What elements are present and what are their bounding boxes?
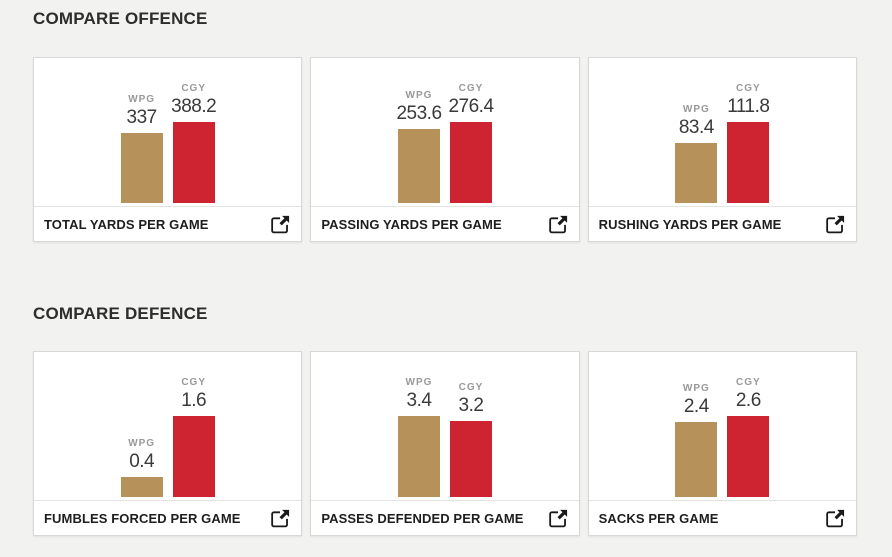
wpg-bar-column: WPG 253.6 <box>396 90 442 203</box>
share-icon <box>271 509 290 527</box>
card-footer: TOTAL YARDS PER GAME <box>34 206 302 241</box>
wpg-team-label: WPG <box>405 90 433 101</box>
cgy-team-label: CGY <box>735 377 761 388</box>
cgy-bar-column: CGY 2.6 <box>727 377 770 497</box>
card-footer: FUMBLES FORCED PER GAME <box>34 500 302 535</box>
bar-chart: WPG 83.4 CGY 111.8 <box>589 58 856 206</box>
wpg-bar <box>397 129 440 203</box>
cgy-value: 3.2 <box>458 395 484 416</box>
cgy-team-label: CGY <box>181 377 206 388</box>
share-icon <box>548 215 567 233</box>
wpg-bar-column: WPG 0.4 <box>120 438 163 497</box>
stat-label: PASSES DEFENDED PER GAME <box>321 510 524 526</box>
compare-stats-panel: COMPARE OFFENCE WPG 337 CGY 388.2 <box>0 9 892 536</box>
share-button[interactable] <box>548 215 568 234</box>
wpg-bar <box>675 422 718 497</box>
share-icon <box>826 509 845 527</box>
cgy-value: 1.6 <box>181 390 207 411</box>
wpg-team-label: WPG <box>682 104 710 115</box>
section-offence: COMPARE OFFENCE WPG 337 CGY 388.2 <box>33 9 857 242</box>
wpg-bar <box>397 416 440 497</box>
bar-chart: WPG 0.4 CGY 1.6 <box>34 352 301 500</box>
cgy-team-label: CGY <box>458 83 484 94</box>
cgy-bar <box>727 416 770 497</box>
stat-label: RUSHING YARDS PER GAME <box>598 216 782 232</box>
cgy-team-label: CGY <box>181 83 206 94</box>
wpg-bar-column: WPG 2.4 <box>675 383 718 497</box>
share-icon <box>548 509 567 527</box>
bar-chart: WPG 253.6 CGY 276.4 <box>311 58 578 206</box>
wpg-team-label: WPG <box>405 377 433 388</box>
wpg-bar <box>120 477 163 497</box>
wpg-bar <box>120 133 163 203</box>
wpg-bar-column: WPG 337 <box>120 94 163 203</box>
wpg-value: 83.4 <box>678 117 714 138</box>
share-button[interactable] <box>825 215 845 234</box>
bar-chart: WPG 2.4 CGY 2.6 <box>589 352 856 500</box>
wpg-bar-column: WPG 3.4 <box>397 377 440 497</box>
stat-card-fumbles-forced: WPG 0.4 CGY 1.6 FUMBLES FORCED PER GAME <box>33 351 303 536</box>
cgy-bar-column: CGY 1.6 <box>172 377 215 497</box>
wpg-team-label: WPG <box>128 438 156 449</box>
wpg-bar <box>675 143 718 203</box>
card-footer: SACKS PER GAME <box>588 500 856 535</box>
section-defence: COMPARE DEFENCE WPG 0.4 CGY 1.6 <box>33 304 857 536</box>
cgy-bar <box>449 122 492 203</box>
cgy-team-label: CGY <box>735 83 761 94</box>
cgy-bar <box>727 122 770 203</box>
stat-card-passing-yards: WPG 253.6 CGY 276.4 PASSING YARDS PER GA… <box>310 57 580 242</box>
share-button[interactable] <box>548 509 568 528</box>
stat-card-total-yards: WPG 337 CGY 388.2 TOTAL YARDS PER GAME <box>33 57 303 242</box>
card-footer: RUSHING YARDS PER GAME <box>588 206 856 241</box>
cgy-value: 388.2 <box>171 96 217 117</box>
stat-card-passes-defended: WPG 3.4 CGY 3.2 PASSES DEFENDED PER GAME <box>310 351 580 536</box>
stat-card-sacks: WPG 2.4 CGY 2.6 SACKS PER GAME <box>587 351 857 536</box>
section-title-offence: COMPARE OFFENCE <box>33 9 208 28</box>
stat-label: PASSING YARDS PER GAME <box>321 216 502 232</box>
share-button[interactable] <box>270 215 290 234</box>
cgy-bar-column: CGY 276.4 <box>448 83 494 203</box>
stat-card-rushing-yards: WPG 83.4 CGY 111.8 RUSHING YARDS PER GAM… <box>587 57 857 242</box>
defence-card-grid: WPG 0.4 CGY 1.6 FUMBLES FORCED PER GAME <box>33 351 857 536</box>
cgy-bar <box>172 416 215 497</box>
bar-chart: WPG 3.4 CGY 3.2 <box>311 352 578 500</box>
wpg-team-label: WPG <box>682 383 710 394</box>
card-footer: PASSING YARDS PER GAME <box>311 206 579 241</box>
cgy-value: 111.8 <box>727 96 770 117</box>
wpg-value: 3.4 <box>406 390 432 411</box>
cgy-value: 2.6 <box>735 390 761 411</box>
wpg-value: 253.6 <box>396 103 442 124</box>
share-icon <box>826 215 845 233</box>
share-icon <box>271 215 290 233</box>
offence-card-grid: WPG 337 CGY 388.2 TOTAL YARDS PER GAME <box>33 57 857 242</box>
cgy-bar-column: CGY 111.8 <box>727 83 770 203</box>
share-button[interactable] <box>270 509 290 528</box>
wpg-value: 337 <box>126 107 158 128</box>
cgy-bar-column: CGY 388.2 <box>171 83 217 203</box>
cgy-bar <box>172 122 215 203</box>
share-button[interactable] <box>825 509 845 528</box>
stat-label: SACKS PER GAME <box>598 510 719 526</box>
cgy-bar <box>449 421 492 497</box>
wpg-value: 2.4 <box>683 396 709 417</box>
section-title-defence: COMPARE DEFENCE <box>33 304 208 323</box>
cgy-team-label: CGY <box>458 382 484 393</box>
cgy-bar-column: CGY 3.2 <box>449 382 492 497</box>
wpg-bar-column: WPG 83.4 <box>675 104 718 203</box>
stat-label: FUMBLES FORCED PER GAME <box>44 510 241 526</box>
wpg-team-label: WPG <box>128 94 156 105</box>
cgy-value: 276.4 <box>448 96 494 117</box>
card-footer: PASSES DEFENDED PER GAME <box>311 500 579 535</box>
stat-label: TOTAL YARDS PER GAME <box>44 216 209 232</box>
bar-chart: WPG 337 CGY 388.2 <box>34 58 301 206</box>
wpg-value: 0.4 <box>129 451 155 472</box>
